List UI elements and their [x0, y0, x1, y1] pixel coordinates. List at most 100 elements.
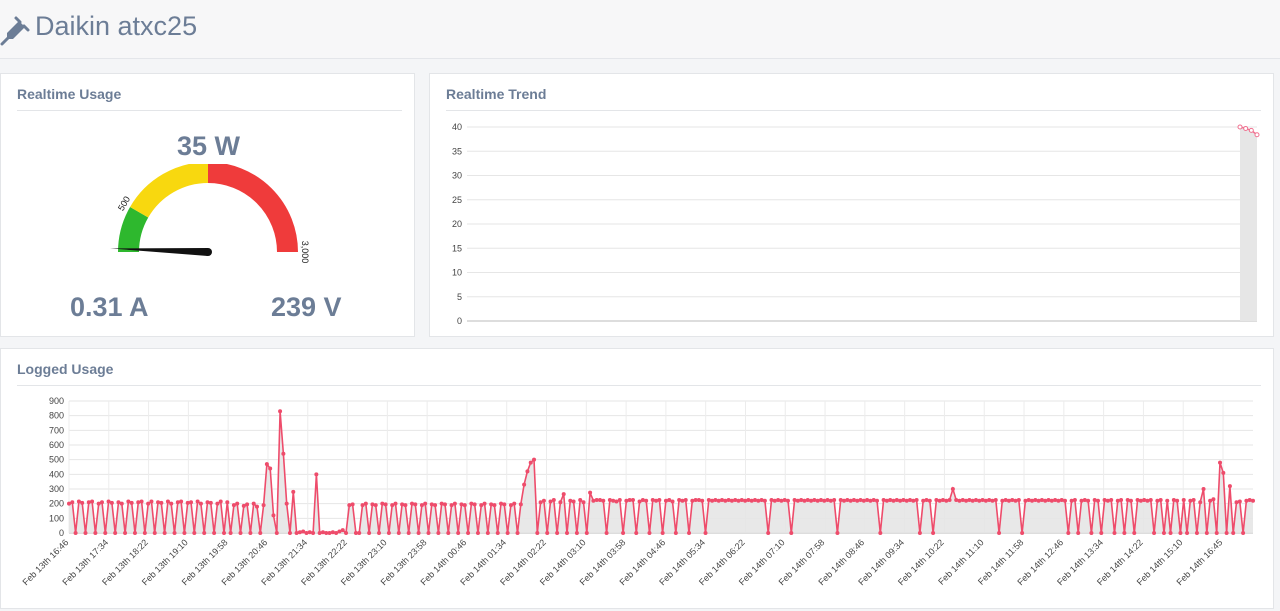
data-point: [452, 501, 457, 506]
data-point: [149, 499, 154, 504]
data-point: [931, 531, 936, 535]
data-point: [749, 498, 754, 503]
power-reading: 35 W: [176, 131, 241, 161]
data-point: [693, 498, 698, 502]
data-point: [416, 531, 421, 535]
data-point: [268, 466, 273, 471]
data-point: [218, 499, 223, 504]
data-point: [182, 531, 187, 535]
series-area: [69, 411, 1253, 533]
data-point: [393, 501, 398, 506]
data-point: [1000, 498, 1005, 503]
data-point: [818, 498, 823, 502]
data-point: [799, 498, 804, 502]
data-point: [241, 503, 246, 508]
data-point: [126, 499, 131, 504]
data-point: [1152, 531, 1157, 535]
data-point: [878, 531, 883, 535]
data-point: [1188, 498, 1193, 503]
y-tick-label: 400: [49, 469, 64, 479]
gauge-needle: [110, 248, 209, 256]
data-point: [175, 500, 180, 505]
data-point: [805, 498, 810, 502]
data-point: [934, 498, 939, 502]
data-point: [561, 492, 566, 497]
data-point: [822, 498, 827, 503]
data-point: [222, 531, 227, 535]
realtime-trend-chart: 0 5 10 15 20 25 30 35 40: [452, 122, 1260, 326]
data-point: [815, 498, 820, 503]
data-point: [973, 498, 978, 502]
data-point: [406, 531, 411, 535]
data-point: [86, 500, 91, 505]
data-point: [1099, 531, 1104, 535]
data-point: [578, 498, 583, 502]
data-point: [156, 500, 161, 505]
data-point: [743, 498, 748, 503]
data-point: [990, 498, 995, 503]
data-point: [967, 498, 972, 502]
data-point: [687, 531, 692, 535]
data-point: [212, 531, 217, 535]
y-tick-label: 300: [49, 484, 64, 494]
data-point: [76, 499, 81, 504]
data-point: [1059, 498, 1064, 502]
data-point: [208, 500, 213, 505]
data-point: [752, 498, 757, 502]
data-point: [113, 531, 118, 535]
data-point: [898, 498, 903, 503]
data-point: [917, 531, 922, 535]
data-point: [670, 499, 675, 504]
data-point: [380, 501, 385, 506]
data-point: [1208, 498, 1213, 503]
data-point: [769, 498, 774, 502]
data-point: [782, 498, 787, 502]
data-point: [759, 498, 764, 502]
data-point: [1033, 498, 1038, 502]
data-point: [713, 498, 718, 502]
data-point: [1026, 498, 1031, 502]
data-point: [254, 504, 259, 509]
data-point: [482, 501, 487, 506]
data-point: [106, 499, 111, 504]
data-point: [875, 498, 880, 503]
data-point: [456, 531, 461, 535]
data-point: [205, 500, 210, 505]
data-point: [650, 498, 655, 502]
data-point: [884, 498, 889, 503]
data-point: [119, 501, 124, 506]
data-point: [327, 531, 332, 535]
realtime-trend-panel: Realtime Trend 0 5 10 15 20 25 30 35 40: [429, 73, 1274, 337]
data-point: [123, 531, 128, 535]
data-point: [1089, 531, 1094, 535]
data-point: [1082, 498, 1087, 502]
data-point: [891, 498, 896, 503]
data-point: [571, 499, 576, 504]
data-point: [340, 528, 345, 533]
data-point: [574, 531, 579, 535]
data-point: [1066, 531, 1071, 535]
data-point: [1030, 498, 1035, 503]
data-point: [538, 500, 543, 505]
data-point: [1109, 498, 1114, 502]
data-point: [591, 498, 596, 503]
data-point: [479, 503, 484, 508]
data-point: [865, 498, 870, 502]
data-point: [703, 531, 708, 535]
data-point: [627, 498, 632, 502]
data-point: [861, 498, 866, 503]
data-point: [522, 482, 527, 487]
data-point: [980, 498, 985, 502]
data-point: [1128, 498, 1133, 503]
y-tick-label: 35: [452, 146, 462, 156]
y-tick-label: 800: [49, 411, 64, 421]
data-point: [937, 498, 942, 503]
data-point: [607, 498, 612, 502]
y-tick-label: 600: [49, 440, 64, 450]
data-point: [324, 531, 329, 535]
data-point: [1138, 498, 1143, 503]
data-point: [136, 500, 141, 505]
data-point: [189, 500, 194, 505]
